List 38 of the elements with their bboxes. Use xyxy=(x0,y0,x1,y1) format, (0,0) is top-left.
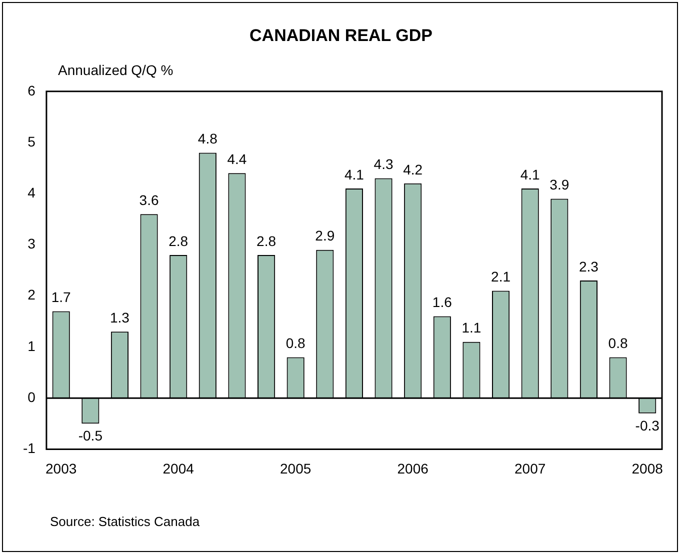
data-label: 2.8 xyxy=(168,232,188,249)
data-label: 4.4 xyxy=(227,151,247,168)
y-tick-label: 3 xyxy=(28,236,36,252)
x-tick-label: 2007 xyxy=(514,460,546,476)
chart-title: CANADIAN REAL GDP xyxy=(248,26,434,46)
data-label: 1.3 xyxy=(110,309,130,326)
y-tick-label: 0 xyxy=(28,388,36,405)
data-label: 4.2 xyxy=(403,161,423,178)
x-tick-label: 2003 xyxy=(46,460,77,476)
y-tick-label: 1 xyxy=(28,338,36,354)
data-label: 1.7 xyxy=(51,289,72,306)
data-label: 4.8 xyxy=(198,130,218,147)
x-tick-label: 2006 xyxy=(397,460,429,476)
data-label: 1.6 xyxy=(432,294,452,310)
source-note: Source: Statistics Canada xyxy=(50,514,200,529)
data-label: 3.6 xyxy=(139,192,159,208)
data-label: 4.3 xyxy=(374,156,394,172)
y-tick-label: -1 xyxy=(22,440,36,456)
data-label: 3.9 xyxy=(550,176,570,193)
data-label: -0.3 xyxy=(635,417,660,434)
y-tick-label: 4 xyxy=(28,184,36,200)
data-label: 4.1 xyxy=(520,166,540,182)
x-tick-label: 2008 xyxy=(632,460,664,476)
y-tick-label: 6 xyxy=(28,82,36,98)
data-label: 0.8 xyxy=(286,335,306,352)
data-label: 2.1 xyxy=(491,268,511,285)
x-tick-label: 2004 xyxy=(162,460,194,476)
data-label: 2.3 xyxy=(578,258,599,274)
data-label: -0.5 xyxy=(78,428,103,444)
y-tick-label: 2 xyxy=(28,286,36,303)
y-axis-title: Annualized Q/Q % xyxy=(58,62,174,78)
data-label: 1.1 xyxy=(462,320,482,336)
data-label: 0.8 xyxy=(608,335,628,352)
x-tick-label: 2005 xyxy=(280,460,312,476)
y-tick-label: 5 xyxy=(28,133,36,150)
data-label: 4.1 xyxy=(344,166,364,182)
data-label: 2.8 xyxy=(256,232,276,249)
data-label: 2.9 xyxy=(315,228,335,244)
